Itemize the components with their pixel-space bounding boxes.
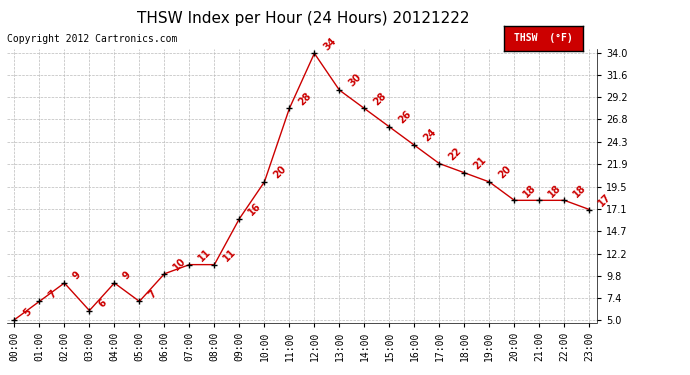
Text: 11: 11 [197, 247, 213, 263]
Text: 28: 28 [296, 90, 313, 107]
Text: 11: 11 [221, 247, 238, 263]
Text: 21: 21 [471, 155, 488, 171]
Text: 7: 7 [46, 288, 58, 300]
Text: 7: 7 [146, 288, 158, 300]
Text: 24: 24 [422, 127, 438, 144]
Text: 9: 9 [71, 270, 83, 282]
Text: 26: 26 [396, 109, 413, 126]
Text: 18: 18 [522, 182, 538, 199]
Text: THSW Index per Hour (24 Hours) 20121222: THSW Index per Hour (24 Hours) 20121222 [137, 11, 470, 26]
Text: 18: 18 [546, 182, 563, 199]
Text: 5: 5 [21, 306, 33, 318]
Text: THSW  (°F): THSW (°F) [514, 33, 573, 44]
Text: Copyright 2012 Cartronics.com: Copyright 2012 Cartronics.com [7, 34, 177, 44]
Text: 16: 16 [246, 201, 263, 217]
Text: 17: 17 [596, 192, 613, 208]
Text: 10: 10 [171, 256, 188, 272]
Text: 30: 30 [346, 72, 363, 89]
Text: 28: 28 [371, 90, 388, 107]
Text: 20: 20 [496, 164, 513, 180]
Text: 6: 6 [97, 297, 108, 309]
Text: 22: 22 [446, 146, 463, 162]
Text: 34: 34 [322, 35, 338, 52]
Text: 18: 18 [571, 182, 588, 199]
Text: 20: 20 [271, 164, 288, 180]
Text: 9: 9 [121, 270, 133, 282]
